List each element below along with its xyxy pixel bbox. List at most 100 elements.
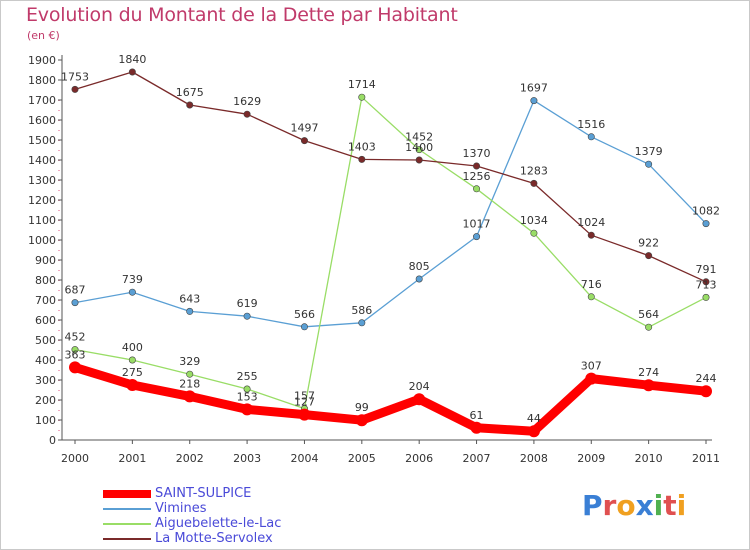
y-tick-label: 1700 <box>28 94 56 107</box>
data-point <box>241 403 254 416</box>
y-tick-label: 1600 <box>28 114 56 127</box>
data-point <box>71 85 79 93</box>
data-label: 687 <box>65 284 86 297</box>
data-label: 1452 <box>405 131 433 144</box>
data-label: 566 <box>294 308 315 321</box>
legend-swatch <box>103 490 151 498</box>
y-tick-label: 600 <box>35 314 56 327</box>
data-label: 44 <box>527 412 541 425</box>
y-tick-label: 1500 <box>28 134 56 147</box>
y-tick-label: 1800 <box>28 74 56 87</box>
data-point <box>243 110 251 118</box>
data-point <box>128 356 136 364</box>
legend-label: SAINT-SULPICE <box>155 486 252 501</box>
data-label: 1497 <box>290 122 318 135</box>
data-point <box>645 323 653 331</box>
data-point <box>527 425 540 438</box>
data-label: 1629 <box>233 95 261 108</box>
data-label: 922 <box>638 237 659 250</box>
x-tick-label: 2011 <box>692 452 720 465</box>
data-label: 1283 <box>520 164 548 177</box>
data-label: 1034 <box>520 214 548 227</box>
logo-letter: r <box>602 489 617 522</box>
data-label: 1403 <box>348 140 376 153</box>
legend-label: La Motte-Servolex <box>155 531 273 546</box>
data-label: 1379 <box>635 145 663 158</box>
legend-item: La Motte-Servolex <box>103 531 403 546</box>
data-label: 127 <box>294 396 315 409</box>
data-label: 1753 <box>61 70 89 83</box>
data-point <box>642 379 655 392</box>
data-point <box>69 361 81 374</box>
series-line-vimines <box>74 99 707 328</box>
data-point <box>645 160 653 168</box>
legend-item: SAINT-SULPICE <box>103 486 403 501</box>
y-tick-label: 1100 <box>28 214 56 227</box>
logo-letter: x <box>635 489 654 522</box>
data-point <box>470 421 483 434</box>
data-point <box>585 372 598 385</box>
data-point <box>413 393 426 406</box>
legend-item: Vimines <box>103 501 403 516</box>
data-label: 1370 <box>463 147 491 160</box>
data-label: 586 <box>351 304 372 317</box>
data-label: 1024 <box>577 216 605 229</box>
data-labels: 687 739 643 619 566 586 805 1017 1697 1516 1379 108… <box>61 53 720 425</box>
x-tick-label: 2007 <box>463 452 491 465</box>
legend-swatch <box>103 508 151 510</box>
data-point <box>700 385 712 398</box>
data-point <box>300 137 308 145</box>
data-label: 275 <box>122 366 143 379</box>
y-tick-label: 500 <box>35 334 56 347</box>
data-point <box>358 155 366 163</box>
data-label: 400 <box>122 341 143 354</box>
data-label: 1256 <box>463 170 491 183</box>
legend-swatch <box>103 523 151 525</box>
logo-letter: o <box>616 489 636 522</box>
logo-letter: i <box>653 489 664 522</box>
data-label: 805 <box>409 260 430 273</box>
proxiti-logo: Proxiti <box>582 489 686 522</box>
data-label: 244 <box>696 372 717 385</box>
data-label: 274 <box>638 366 659 379</box>
data-label: 452 <box>65 331 86 344</box>
data-point <box>298 408 311 421</box>
y-tick-label: 400 <box>35 354 56 367</box>
y-tick-label: 100 <box>35 414 56 427</box>
data-point <box>587 293 595 301</box>
data-point <box>587 133 595 141</box>
x-tick-label: 2009 <box>577 452 605 465</box>
data-label: 1082 <box>692 205 720 218</box>
data-point <box>358 319 366 327</box>
data-point <box>186 307 194 315</box>
data-point <box>243 312 251 320</box>
series-line-aiguebelette-le-lac <box>74 96 707 410</box>
data-point <box>186 370 194 378</box>
data-label: 1714 <box>348 78 376 91</box>
data-point <box>473 233 481 241</box>
data-point <box>243 385 251 393</box>
data-point <box>358 93 366 101</box>
series-line-saint-sulpice <box>70 362 711 436</box>
series-line-la-motte-servolex <box>74 71 707 283</box>
data-point <box>530 179 538 187</box>
data-point <box>415 146 423 154</box>
y-tick-label: 900 <box>35 254 56 267</box>
legend-swatch <box>103 538 151 540</box>
data-label: 218 <box>179 377 200 390</box>
data-point <box>473 185 481 193</box>
x-tick-label: 2000 <box>61 452 89 465</box>
chart-axes: 0 100 200 300 400 500 600 700 800 900 1000 1100 1200… <box>28 54 720 465</box>
data-point <box>645 252 653 260</box>
data-label: 204 <box>409 380 430 393</box>
data-point <box>587 231 595 239</box>
legend-item: Aiguebelette-le-Lac <box>103 516 403 531</box>
data-label: 157 <box>294 390 315 403</box>
series-lines <box>70 71 711 436</box>
data-label: 619 <box>237 297 258 310</box>
data-label: 1516 <box>577 118 605 131</box>
data-label: 564 <box>638 308 659 321</box>
data-label: 363 <box>65 348 86 361</box>
